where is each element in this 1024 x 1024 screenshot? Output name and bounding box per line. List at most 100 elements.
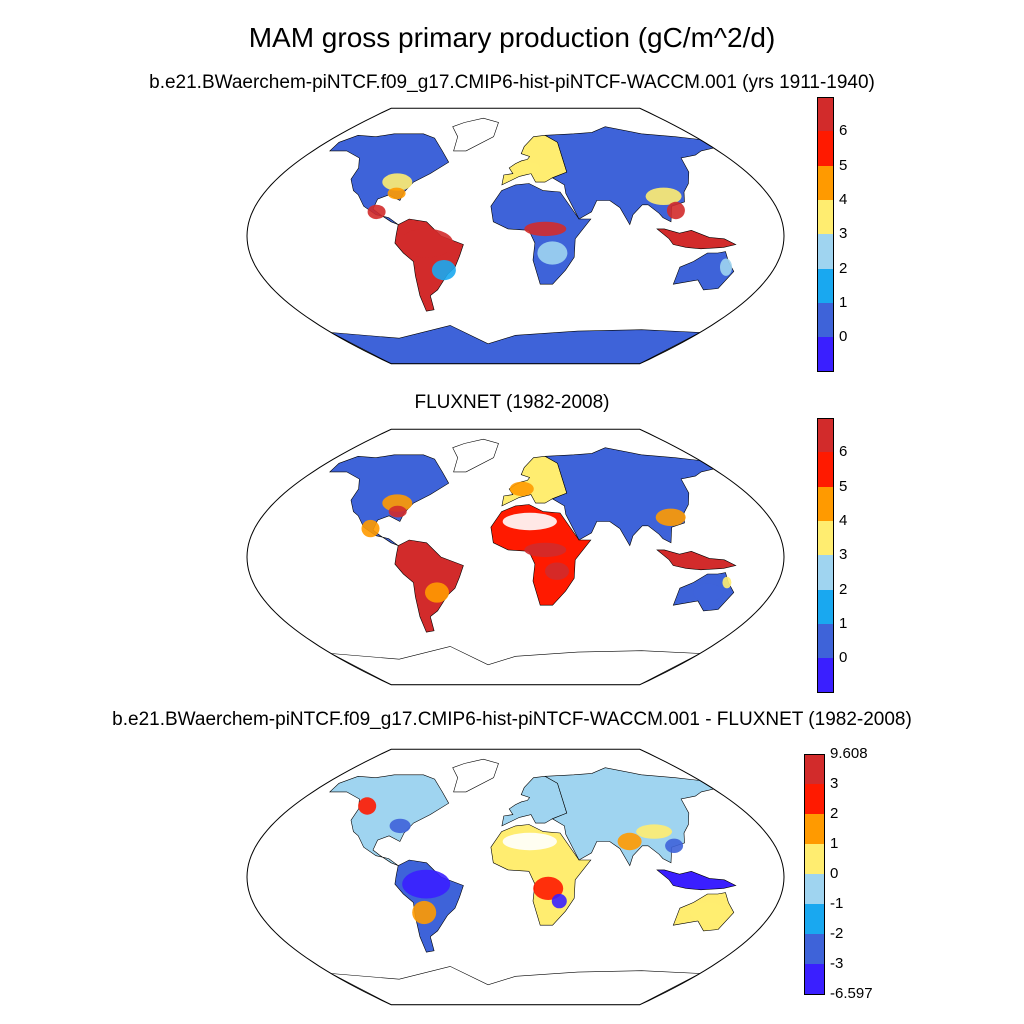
colorbar-label: -1	[830, 895, 844, 912]
colorbar-swatch	[817, 623, 834, 660]
landmass-indonesia	[656, 549, 737, 571]
landmass-europe	[501, 775, 568, 827]
colorbar-label: 9.608	[830, 745, 868, 762]
field-patch	[533, 876, 564, 900]
field-patch	[645, 187, 682, 205]
colorbar-swatch	[804, 874, 825, 905]
field-patch	[516, 162, 541, 174]
colorbar-swatch	[804, 844, 825, 875]
field-patch	[665, 838, 684, 853]
colorbar-swatch	[804, 814, 825, 845]
map-panel-model	[245, 106, 786, 366]
colorbar-swatch	[817, 268, 834, 304]
world-map	[246, 107, 785, 365]
colorbar-label: -2	[830, 925, 844, 942]
panel-2-title: FLUXNET (1982-2008)	[414, 392, 610, 413]
map-border	[246, 428, 785, 686]
colorbar-swatch	[817, 589, 834, 625]
colorbar-label: 5	[839, 156, 848, 174]
colorbar-swatch	[817, 234, 834, 270]
colorbar-swatch	[817, 131, 834, 167]
figure-title: MAM gross primary production (gC/m^2/d)	[248, 22, 776, 53]
field-patch	[666, 201, 685, 220]
landmass-europe	[501, 134, 568, 186]
field-patch	[502, 832, 557, 851]
landmass-north-america	[329, 774, 450, 866]
field-patch	[358, 797, 377, 815]
field-patch	[537, 241, 568, 265]
field-patch	[636, 824, 673, 839]
colorbar-label: 5	[839, 477, 848, 495]
landmass-greenland	[452, 438, 499, 473]
field-patch	[655, 508, 686, 526]
landmass-indonesia	[656, 228, 737, 250]
colorbar-swatch	[817, 97, 834, 133]
field-patch	[389, 818, 411, 834]
landmass-greenland	[452, 758, 499, 793]
colorbar-swatch	[817, 555, 834, 591]
colorbar-swatch	[817, 302, 834, 339]
colorbar-swatch	[817, 452, 834, 488]
colorbar-swatch	[817, 520, 834, 557]
colorbar-swatch	[817, 658, 834, 694]
colorbar-label: 0	[839, 649, 848, 667]
field-patch	[382, 173, 413, 191]
panel-1-title: b.e21.BWaerchem-piNTCF.f09_g17.CMIP6-his…	[149, 72, 875, 93]
colorbar-swatch	[804, 754, 825, 785]
field-patch	[431, 260, 456, 281]
field-patch	[367, 204, 386, 220]
colorbar-label: 3	[839, 546, 848, 564]
colorbar-label: 6	[839, 122, 848, 140]
field-patch	[382, 494, 413, 512]
map-border	[246, 107, 785, 365]
colorbar-label: 4	[839, 511, 848, 529]
colorbar-swatch	[804, 934, 825, 965]
field-patch	[387, 187, 406, 200]
colorbar-label: -6.597	[830, 985, 873, 1002]
field-patch	[524, 542, 567, 558]
colorbar-label: -3	[830, 955, 844, 972]
field-patch	[509, 481, 534, 497]
colorbar-label: 3	[839, 225, 848, 243]
field-patch	[425, 582, 449, 603]
field-patch	[388, 505, 407, 518]
colorbar-swatch	[817, 486, 834, 522]
colorbar-label: 3	[830, 775, 839, 792]
colorbar-label: 1	[839, 293, 848, 311]
field-patch	[617, 832, 642, 851]
colorbar-label: 2	[830, 805, 839, 822]
colorbar-label: 2	[839, 580, 848, 598]
field-patch	[722, 576, 732, 589]
colorbar-label: 6	[839, 443, 848, 461]
field-patch	[412, 900, 437, 925]
colorbar-label: 2	[839, 259, 848, 277]
colorbar-label: 4	[839, 190, 848, 208]
world-map	[246, 748, 785, 1006]
colorbar-swatch	[817, 337, 834, 373]
colorbar-label: 1	[830, 835, 839, 852]
colorbar-swatch	[804, 784, 825, 815]
colorbar-swatch	[817, 165, 834, 201]
field-patch	[545, 562, 569, 580]
colorbar-label: 1	[839, 614, 848, 632]
landmass-indonesia	[656, 869, 737, 891]
field-patch	[402, 869, 451, 899]
colorbar-swatch	[804, 964, 825, 995]
field-patch	[361, 519, 380, 538]
colorbar-swatch	[804, 904, 825, 935]
world-map	[246, 428, 785, 686]
field-patch	[551, 893, 567, 909]
field-patch	[502, 512, 557, 531]
colorbar-label: 0	[839, 328, 848, 346]
landmass-greenland	[452, 117, 499, 152]
colorbar-label: 0	[830, 865, 839, 882]
panel-3-title: b.e21.BWaerchem-piNTCF.f09_g17.CMIP6-his…	[112, 709, 912, 730]
field-patch	[524, 221, 567, 237]
map-panel-obs	[245, 427, 786, 687]
colorbar-swatch	[817, 199, 834, 236]
field-patch	[693, 583, 724, 602]
colorbar-swatch	[817, 418, 834, 454]
field-patch	[690, 902, 727, 923]
field-patch	[399, 228, 454, 258]
map-border	[246, 748, 785, 1006]
